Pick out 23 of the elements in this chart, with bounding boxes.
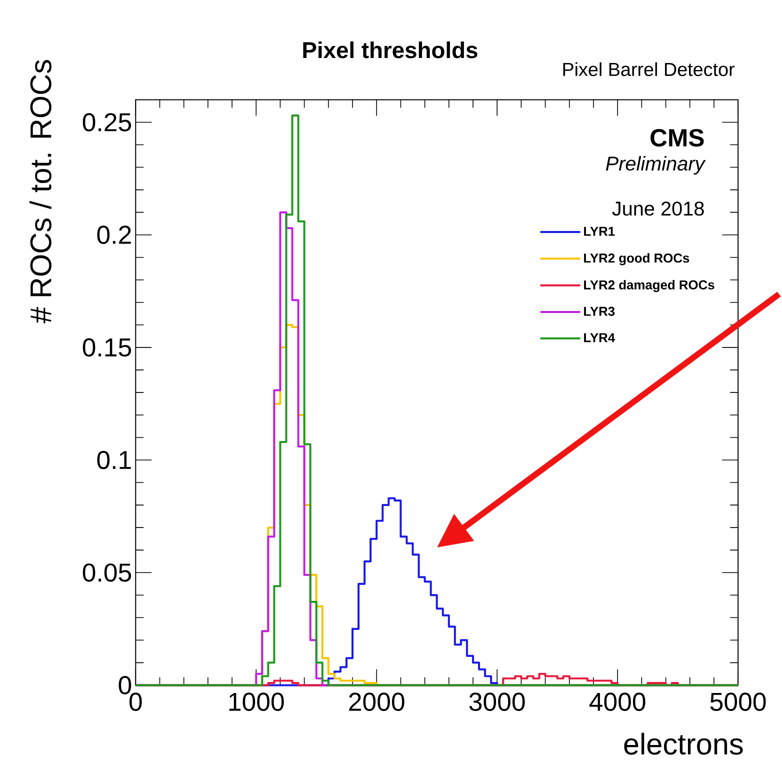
text: Pixel Barrel Detector [563, 62, 734, 76]
y-tick-label: 0.05 [82, 563, 132, 582]
annotation: CMS [650, 129, 704, 147]
legend-label: LYR3 [584, 306, 615, 316]
legend-label: LYR4 [584, 333, 615, 342]
x-tick-label: 5000 [710, 692, 766, 711]
y-tick-label: 0 [118, 676, 132, 694]
y-axis-title: # ROCs / tot. ROCs [30, 60, 52, 324]
y-tick-label: 0.15 [82, 338, 132, 357]
legend-label: LYR2 damaged ROCs [584, 280, 714, 292]
annotation: June 2018 [612, 202, 704, 216]
y-tick-label: 0.2 [97, 226, 131, 244]
y-tick-label: 0.25 [82, 113, 132, 132]
y-tick-label: 0.1 [97, 450, 131, 470]
x-axis-title: electrons [624, 732, 743, 755]
legend-label: LYR2 good ROCs [584, 253, 690, 266]
x-tick-label: 4000 [589, 692, 646, 711]
x-tick-label: 3000 [469, 692, 525, 711]
x-tick-label: 2000 [349, 692, 404, 711]
legend-label: LYR1 [584, 226, 615, 236]
annotation: Preliminary [606, 156, 706, 175]
chart-title: Pixel thresholds [303, 41, 478, 58]
x-tick-label: 1000 [229, 692, 284, 711]
